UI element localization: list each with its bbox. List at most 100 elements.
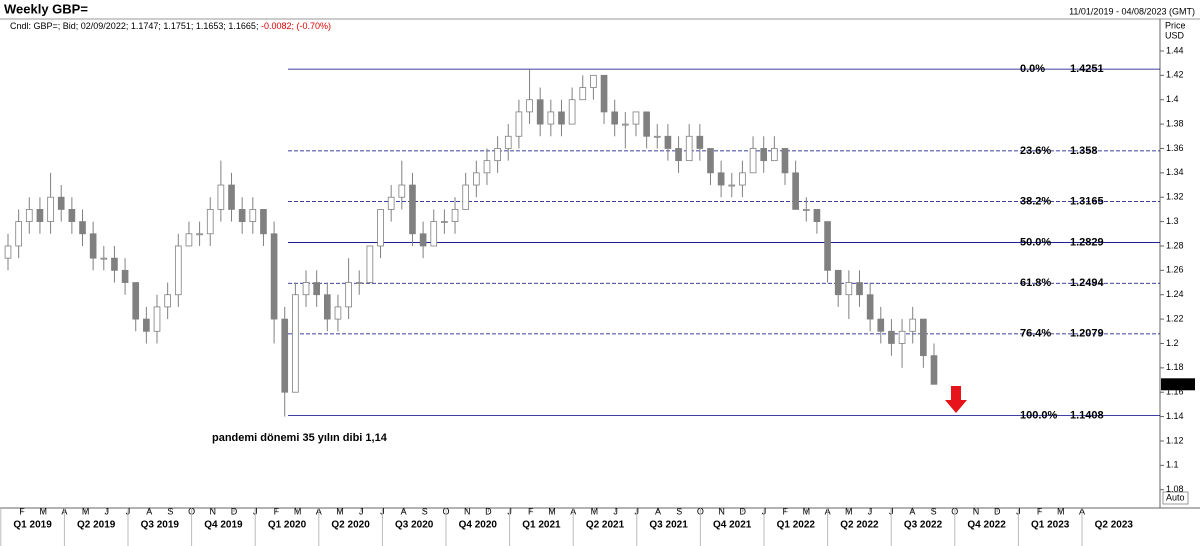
y-tick-label: 1.08 — [1166, 484, 1184, 494]
candle-body — [685, 135, 693, 162]
scale-mode[interactable]: Auto — [1166, 492, 1185, 502]
candle-body — [802, 209, 810, 211]
auto-box[interactable] — [1162, 491, 1189, 505]
candle-body — [888, 330, 895, 344]
month-label: D — [740, 506, 747, 516]
y-tick-label: 1.16 — [1166, 387, 1184, 397]
candle-body — [547, 111, 555, 125]
month-label: M — [1057, 506, 1065, 516]
month-label: J — [868, 506, 873, 516]
fib-percent: 38.2% — [1020, 195, 1051, 207]
month-label: F — [528, 506, 534, 516]
y-tick-label: 1.14 — [1166, 411, 1184, 421]
candle-body — [930, 355, 938, 385]
y-tick-label: 1.26 — [1166, 265, 1184, 275]
candle-body — [89, 233, 97, 259]
candle-body — [898, 330, 906, 344]
candle-body — [68, 209, 76, 222]
month-label: F — [19, 506, 25, 516]
month-label: F — [1037, 506, 1043, 516]
candle-body — [174, 245, 182, 296]
last-price-label: 1.1665 — [1163, 379, 1191, 389]
y-tick-label: 1.22 — [1166, 313, 1184, 323]
candle-body — [920, 318, 927, 357]
candle-body — [238, 209, 246, 222]
y-tick-label: 1.4 — [1166, 94, 1179, 104]
quarter-label: Q1 2022 — [777, 520, 816, 531]
quarter-label: Q4 2021 — [713, 520, 752, 531]
candle-body — [292, 294, 299, 393]
candle-body — [622, 123, 629, 126]
month-label: A — [909, 506, 915, 516]
month-label: M — [294, 506, 302, 516]
candle-body — [79, 221, 86, 235]
month-label: S — [422, 506, 428, 516]
candle-body — [249, 209, 257, 222]
candle-body — [824, 221, 831, 271]
quarter-label: Q2 2022 — [840, 520, 879, 531]
fib-percent: 76.4% — [1020, 328, 1051, 340]
y-tick-label: 1.24 — [1166, 289, 1184, 299]
y-tick-label: 1.44 — [1166, 45, 1184, 55]
quarter-label: Q3 2020 — [395, 520, 434, 531]
candle-body — [739, 172, 746, 186]
candle-body — [260, 209, 267, 235]
candle-body — [228, 184, 235, 210]
candle-body — [196, 233, 203, 236]
candle-body — [132, 282, 140, 320]
candle-body — [345, 282, 352, 308]
month-label: F — [782, 506, 788, 516]
info: Cndl: GBP=; Bid; 02/09/2022; 1.1747; 1.1… — [10, 21, 258, 31]
candle-body — [643, 111, 650, 137]
month-label: M — [548, 506, 556, 516]
candle-body — [57, 196, 65, 210]
candle-body — [590, 74, 597, 88]
fib-percent: 23.6% — [1020, 145, 1051, 157]
fib-value: 1.2829 — [1070, 236, 1104, 248]
candle-body — [760, 148, 768, 162]
candle-body — [366, 245, 374, 283]
y-tick-label: 1.36 — [1166, 143, 1184, 153]
candle-body — [270, 233, 278, 320]
candle-body — [472, 172, 480, 186]
month-label: N — [464, 506, 471, 516]
quarter-label: Q2 2021 — [586, 520, 625, 531]
candle-body — [877, 318, 885, 332]
month-label: F — [274, 506, 280, 516]
candle-body — [206, 209, 214, 235]
candle-body — [430, 221, 438, 247]
y-tick-label: 1.34 — [1166, 167, 1184, 177]
month-label: J — [105, 506, 110, 516]
fib-value: 1.2494 — [1070, 277, 1105, 289]
candle-body — [494, 148, 501, 162]
candle-body — [47, 196, 54, 222]
candle-body — [632, 111, 640, 125]
fib-percent: 50.0% — [1020, 236, 1051, 248]
quarter-label: Q4 2022 — [967, 520, 1006, 531]
candle-body — [866, 294, 874, 320]
candle-body — [323, 294, 331, 320]
quarter-label: Q1 2021 — [522, 520, 561, 531]
candle-body — [611, 111, 619, 125]
candle-body — [504, 135, 512, 149]
candle-body — [515, 111, 523, 137]
candle-body — [600, 74, 608, 113]
candle-body — [313, 282, 320, 296]
candle-body — [462, 184, 470, 210]
candle-body — [153, 306, 161, 332]
candle-body — [387, 196, 395, 210]
month-label: M — [845, 506, 853, 516]
candle-body — [664, 135, 672, 149]
month-label: N — [973, 506, 980, 516]
candle-body — [707, 148, 714, 174]
fib-value: 1.1408 — [1070, 410, 1104, 422]
down-arrow — [945, 386, 967, 413]
candle-body — [749, 148, 757, 174]
candle-body — [217, 184, 225, 210]
last-price-box — [1161, 378, 1195, 391]
y-tick-label: 1.32 — [1166, 192, 1184, 202]
month-label: J — [359, 506, 364, 516]
candle-body — [4, 245, 12, 259]
quarter-label: Q1 2019 — [13, 520, 52, 531]
